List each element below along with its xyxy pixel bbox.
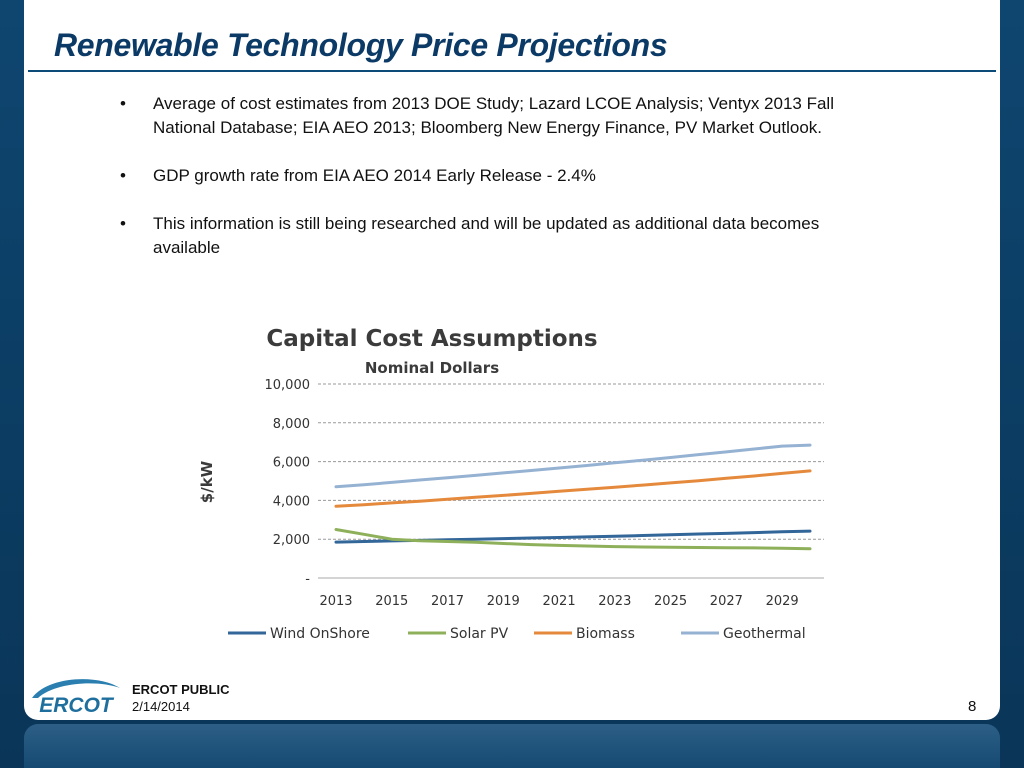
- logo-swoosh: [32, 679, 120, 698]
- bullet-item: • This information is still being resear…: [120, 212, 880, 260]
- series-line-geothermal: [334, 443, 812, 489]
- series-line-solar-pv: [334, 528, 812, 551]
- x-tick-label: 2025: [654, 594, 687, 609]
- footer-date: 2/14/2014: [132, 699, 190, 714]
- bullet-list: • Average of cost estimates from 2013 DO…: [120, 92, 880, 284]
- legend-label-solar-pv: Solar PV: [450, 626, 509, 642]
- x-tick-label: 2013: [319, 594, 352, 609]
- x-tick-label: 2027: [710, 594, 743, 609]
- axes: - 2,000 4,000 6,000 8,000 10,000 2013 2015 2017 2…: [265, 378, 824, 609]
- chart-title: Capital Cost Assumptions: [266, 326, 597, 352]
- y-tick-label: 2,000: [273, 533, 310, 548]
- capital-cost-chart: Capital Cost Assumptions Nominal Dollars…: [176, 308, 848, 656]
- y-tick-label: -: [305, 572, 310, 587]
- y-tick-label: 8,000: [273, 417, 310, 432]
- bullet-marker: •: [120, 166, 126, 185]
- slide-title: Renewable Technology Price Projections: [54, 27, 668, 63]
- bullet-marker: •: [120, 94, 126, 113]
- bottom-band: [24, 724, 1000, 768]
- logo-text: ERCOT: [39, 694, 115, 717]
- y-axis-label: $/kW: [198, 460, 216, 503]
- page-number: 8: [968, 698, 977, 715]
- y-tick-label: 10,000: [265, 378, 311, 393]
- bullet-marker: •: [120, 214, 126, 233]
- x-tick-label: 2021: [543, 594, 576, 609]
- series-line-biomass: [334, 469, 812, 508]
- ercot-logo: ERCOT: [32, 679, 120, 717]
- bullet-item: • GDP growth rate from EIA AEO 2014 Earl…: [120, 164, 880, 188]
- legend-label-biomass: Biomass: [576, 626, 635, 642]
- legend-label-geothermal: Geothermal: [723, 626, 806, 642]
- gridlines: [318, 383, 824, 540]
- bullet-text: This information is still being research…: [153, 214, 820, 257]
- y-tick-label: 4,000: [273, 494, 310, 509]
- bullet-text: Average of cost estimates from 2013 DOE …: [153, 94, 834, 137]
- y-tick-label: 6,000: [273, 456, 310, 471]
- x-tick-label: 2023: [598, 594, 631, 609]
- footer-info: ERCOT PUBLIC 2/14/2014: [132, 681, 230, 715]
- chart-legend: Wind OnShore Solar PV Biomass Geothermal: [228, 626, 806, 642]
- series-lines: [334, 443, 812, 551]
- x-tick-label: 2019: [487, 594, 520, 609]
- x-tick-label: 2029: [766, 594, 799, 609]
- bullet-text: GDP growth rate from EIA AEO 2014 Early …: [153, 166, 596, 185]
- x-tick-label: 2017: [431, 594, 464, 609]
- legend-label-wind-onshore: Wind OnShore: [270, 626, 370, 642]
- chart-svg: Capital Cost Assumptions Nominal Dollars…: [198, 326, 824, 642]
- footer-classification: ERCOT PUBLIC: [132, 682, 230, 697]
- title-divider: [28, 70, 996, 72]
- bullet-item: • Average of cost estimates from 2013 DO…: [120, 92, 880, 140]
- x-tick-label: 2015: [375, 594, 408, 609]
- chart-subtitle: Nominal Dollars: [365, 359, 499, 377]
